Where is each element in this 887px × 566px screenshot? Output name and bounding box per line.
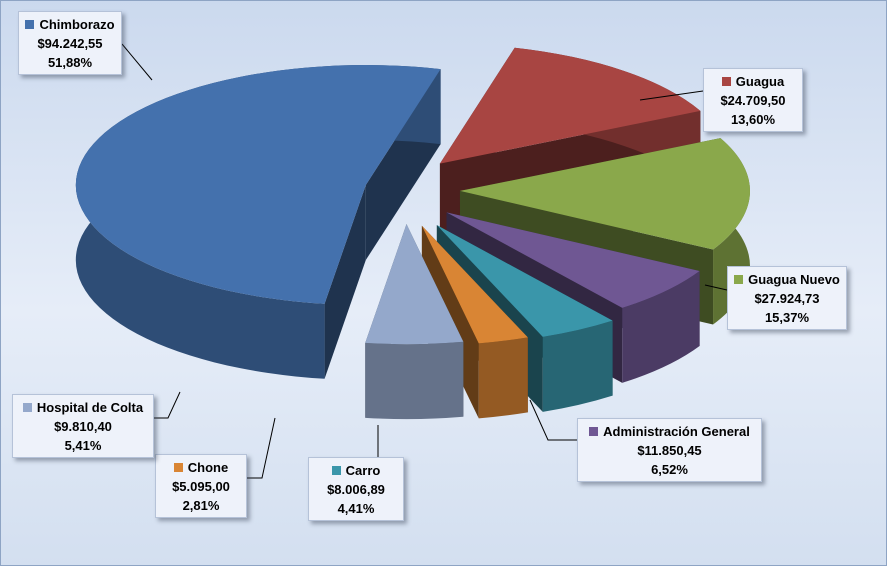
- label-guagua-nuevo: Guagua Nuevo: [748, 272, 840, 287]
- swatch-guagua-nuevo: [734, 275, 744, 284]
- leader-line-chimborazo: [121, 43, 153, 81]
- pie-slice-hospital-de-colta: [365, 224, 464, 420]
- callout-administracion-general: Administración General $11.850,45 6,52%: [577, 418, 762, 482]
- percent-carro: 4,41%: [337, 501, 375, 516]
- label-chimborazo: Chimborazo: [39, 17, 115, 32]
- leader-line-guagua-nuevo: [704, 284, 728, 291]
- percent-chimborazo: 51,88%: [47, 55, 93, 70]
- percent-chone: 2,81%: [182, 498, 220, 513]
- pie-slice-chimborazo: [75, 65, 441, 379]
- value-guagua: $24.709,50: [720, 93, 786, 108]
- swatch-administracion-general: [589, 427, 599, 436]
- callout-chone: Chone $5.095,00 2,81%: [155, 454, 247, 518]
- value-guagua-nuevo: $27.924,73: [754, 291, 820, 306]
- percent-administracion-general: 6,52%: [651, 462, 688, 477]
- callout-hospital-de-colta: Hospital de Colta $9.810,40 5,41%: [12, 394, 154, 458]
- percent-hospital-de-colta: 5,41%: [64, 438, 102, 453]
- leader-line-chone: [247, 417, 276, 479]
- callout-guagua: Guagua $24.709,50 13,60%: [703, 68, 803, 132]
- label-administracion-general: Administración General: [603, 424, 750, 439]
- value-carro: $8.006,89: [327, 482, 385, 497]
- leader-line-guagua: [639, 90, 704, 101]
- label-hospital-de-colta: Hospital de Colta: [36, 400, 144, 415]
- value-administracion-general: $11.850,45: [637, 443, 702, 458]
- leader-line-administracion-general: [529, 399, 577, 441]
- percent-guagua-nuevo: 15,37%: [764, 310, 810, 325]
- callout-guagua-nuevo: Guagua Nuevo $27.924,73 15,37%: [727, 266, 847, 330]
- leader-line-hospital-de-colta: [154, 391, 181, 419]
- swatch-chone: [173, 463, 183, 472]
- callout-carro: Carro $8.006,89 4,41%: [308, 457, 404, 521]
- label-carro: Carro: [345, 463, 381, 478]
- swatch-hospital-de-colta: [22, 403, 32, 412]
- swatch-carro: [331, 466, 341, 475]
- value-hospital-de-colta: $9.810,40: [54, 419, 112, 434]
- callout-chimborazo: Chimborazo $94.242,55 51,88%: [18, 11, 122, 75]
- swatch-chimborazo: [25, 20, 35, 29]
- swatch-guagua: [721, 77, 731, 86]
- label-chone: Chone: [187, 460, 229, 475]
- value-chimborazo: $94.242,55: [37, 36, 103, 51]
- value-chone: $5.095,00: [172, 479, 230, 494]
- label-guagua: Guagua: [735, 74, 785, 89]
- percent-guagua: 13,60%: [730, 112, 776, 127]
